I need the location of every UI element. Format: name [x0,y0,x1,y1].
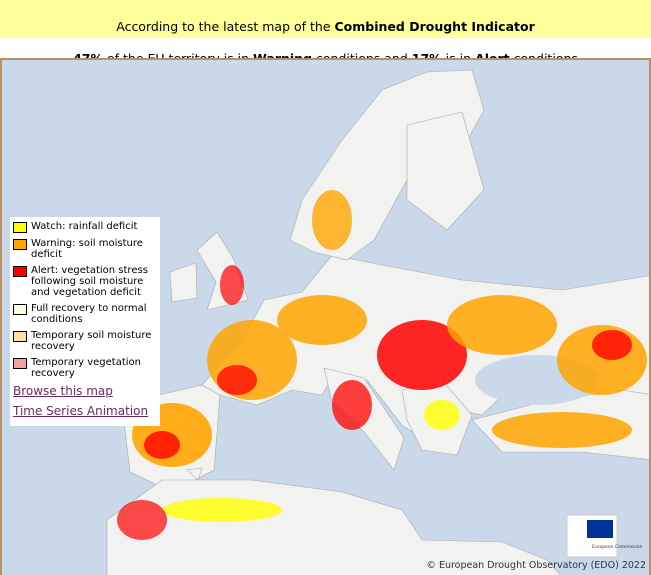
header: According to the latest map of the Combi… [0,0,651,66]
legend-item: Watch: rainfall deficit [13,221,157,233]
legend-swatch [13,358,27,369]
drought-patches [117,190,647,540]
header-line: According to the latest map of the Combi… [0,19,651,35]
legend-item: Temporary vegetation recovery [13,357,157,379]
legend-item: Temporary soil moisture recovery [13,330,157,352]
legend-swatch [13,304,27,315]
eu-flag [587,520,613,538]
map-link[interactable]: Time Series Animation [13,404,149,418]
map: European Commission Watch: rainfall defi… [0,58,651,575]
legend-item: Alert: vegetation stress following soil … [13,265,157,298]
legend-label: Temporary vegetation recovery [31,357,141,379]
copyright: © European Drought Observatory (EDO) 202… [426,560,646,571]
text: According to the latest map of the [116,19,335,34]
legend: Watch: rainfall deficit Warning: soil moi… [10,217,160,426]
text: Combined Drought Indicator [334,19,535,34]
legend-item: Full recovery to normal conditions [13,303,157,325]
legend-label: Full recovery to normal conditions [31,303,147,325]
legend-swatch [13,266,27,277]
map-link[interactable]: Browse this map [13,384,113,398]
legend-label: Warning: soil moisture deficit [31,238,143,260]
logo-text: European Commission [592,544,642,550]
legend-swatch [13,239,27,250]
legend-item: Warning: soil moisture deficit [13,238,157,260]
legend-label: Temporary soil moisture recovery [31,330,152,352]
legend-label: Watch: rainfall deficit [31,221,138,232]
legend-swatch [13,331,27,342]
legend-label: Alert: vegetation stress following soil … [31,265,148,298]
legend-swatch [13,222,27,233]
